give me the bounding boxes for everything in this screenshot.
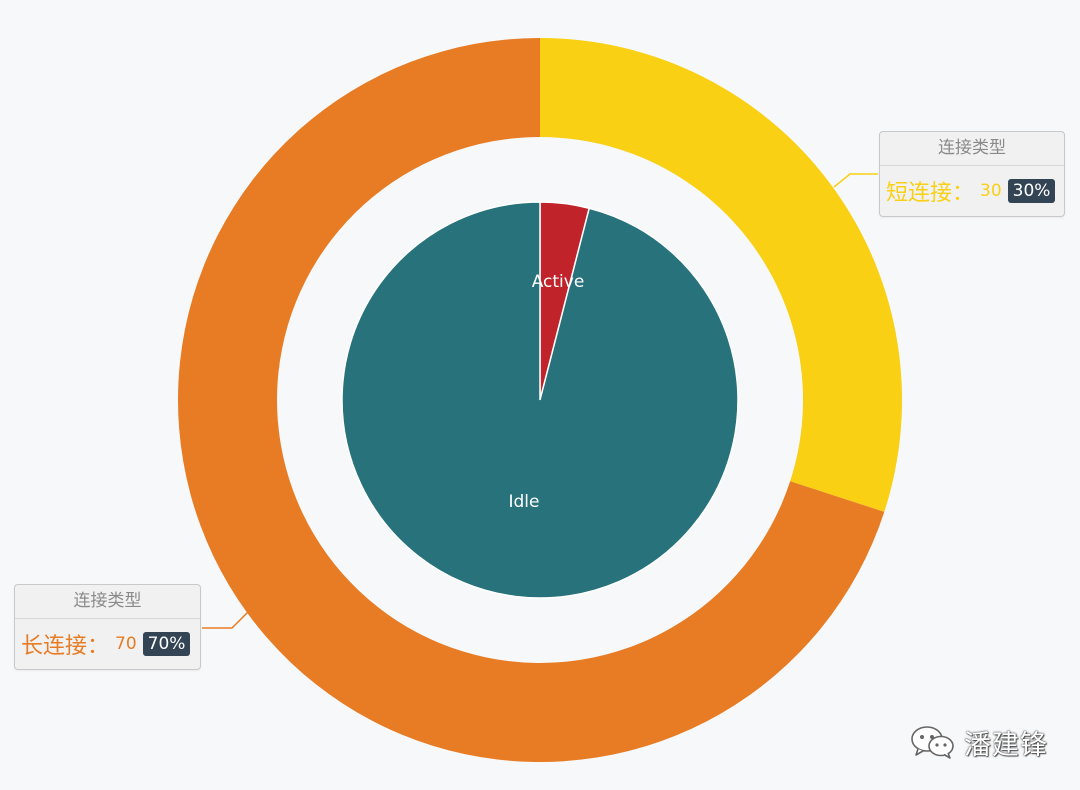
leader-line-1 <box>202 610 250 629</box>
callout-percent-badge: 30% <box>1007 179 1056 203</box>
watermark: 潘建锋 <box>910 722 1048 762</box>
pie-label-0: Active <box>532 272 585 292</box>
watermark-text: 潘建锋 <box>964 729 1048 761</box>
callout-value: 70 <box>115 634 137 654</box>
inner-pie <box>341 201 739 599</box>
callout-percent-badge: 70% <box>142 632 191 656</box>
pie-slice-1[interactable] <box>341 201 739 599</box>
callout-short-connection: 连接类型 短连接： 30 30% <box>879 131 1065 217</box>
leader-line-0 <box>833 173 878 188</box>
donut-slice-0[interactable] <box>540 38 903 512</box>
pie-label-1: Idle <box>509 492 540 512</box>
callout-long-connection: 连接类型 长连接： 70 70% <box>14 584 201 670</box>
callout-body: 短连接： 30 30% <box>880 166 1064 216</box>
callout-series-name: 短连接： <box>886 181 975 206</box>
leader-lines <box>202 173 878 629</box>
inner-labels: Active Idle <box>509 272 585 512</box>
callout-title: 连接类型 <box>15 585 200 619</box>
wechat-icon <box>911 726 954 759</box>
outer-ring <box>178 38 903 762</box>
callout-body: 长连接： 70 70% <box>15 619 200 669</box>
callout-value: 30 <box>980 181 1002 201</box>
callout-series-name: 长连接： <box>21 634 110 659</box>
callout-title: 连接类型 <box>880 132 1064 166</box>
